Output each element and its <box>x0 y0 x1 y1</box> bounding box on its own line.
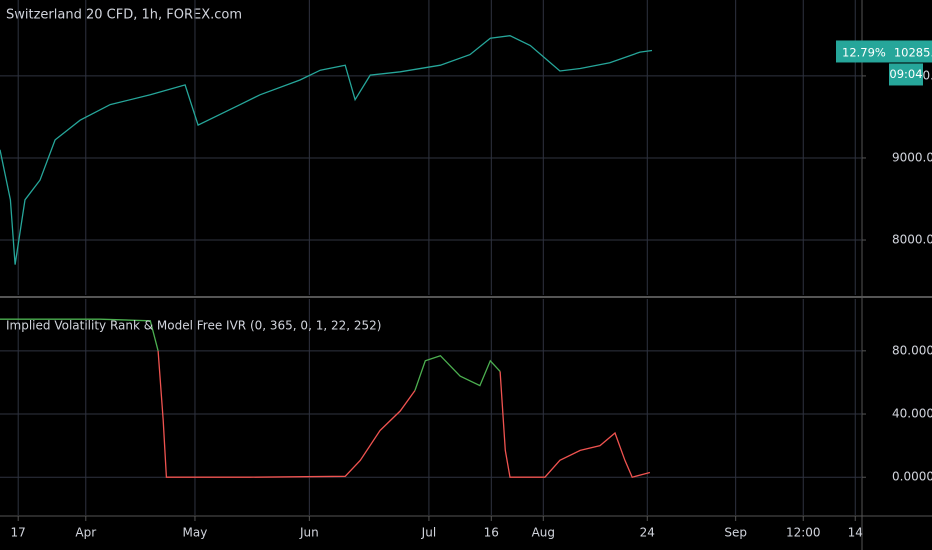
time-tag <box>889 63 923 86</box>
chart-title: Switzerland 20 CFD, 1h, FOREX.com <box>6 8 242 23</box>
y-tick-label: 0.00000 <box>892 470 932 484</box>
x-tick-label: 14 <box>848 526 863 540</box>
y-tick-label: 9000.0 <box>892 150 932 164</box>
series-line <box>157 350 651 478</box>
y-tick-label: 8000.0 <box>892 233 932 247</box>
series-line <box>0 318 501 391</box>
x-tick-label: Jun <box>299 526 319 540</box>
price-tag-price: 10285.5 <box>894 45 932 59</box>
x-tick-label: May <box>183 526 208 540</box>
x-tick-label: Apr <box>75 526 96 540</box>
x-tick-label: Aug <box>532 526 555 540</box>
price-tag-change: 12.79% <box>842 45 886 59</box>
y-tick-label: 40.00000 <box>892 407 932 421</box>
time-tag-label: 09:04 <box>889 67 922 81</box>
x-tick-label: 17 <box>11 526 26 540</box>
y-tick-label: 80.00000 <box>892 343 932 357</box>
indicator-title: Implied Volatility Rank & Model Free IVR… <box>6 319 381 333</box>
x-tick-label: Sep <box>724 526 747 540</box>
x-tick-label: 12:00 <box>786 526 821 540</box>
x-tick-label: Jul <box>421 526 436 540</box>
price-tag <box>836 40 932 63</box>
x-tick-label: 16 <box>484 526 499 540</box>
series-line <box>0 35 653 265</box>
price-tag-label: 12.79% 10285.5 <box>842 45 932 59</box>
x-tick-label: 24 <box>640 526 655 540</box>
